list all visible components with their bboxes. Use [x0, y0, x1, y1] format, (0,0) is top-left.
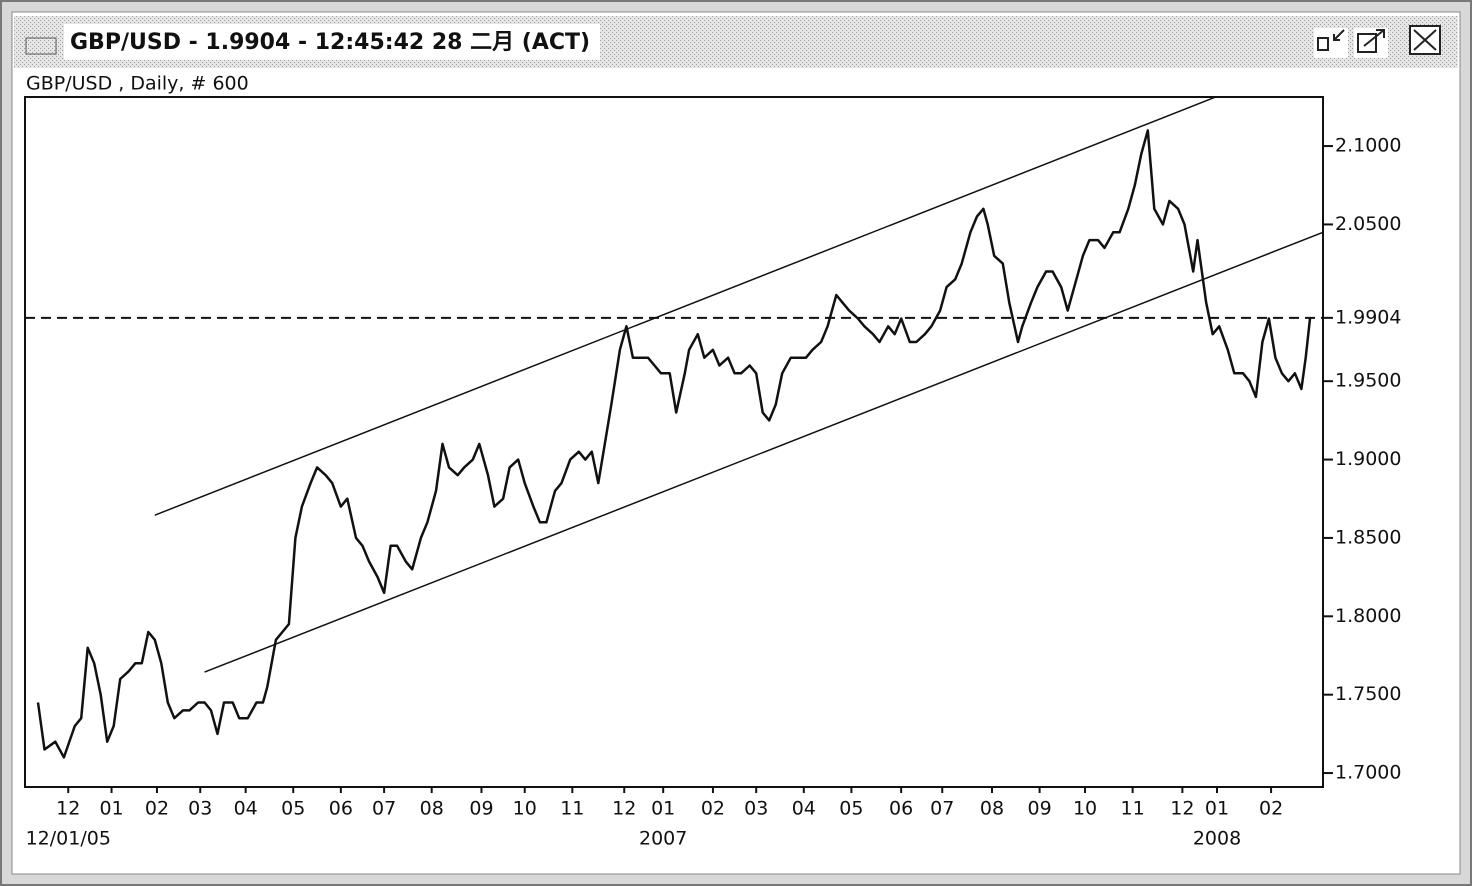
x-tick-label: 08 — [420, 798, 444, 820]
chart-subtitle: GBP/USD , Daily, # 600 — [26, 73, 249, 95]
x-tick-label: 12 — [56, 798, 80, 820]
y-tick-label: 1.9904 — [1335, 306, 1401, 328]
close-button[interactable] — [1409, 25, 1441, 55]
x-tick-label: 06 — [329, 798, 353, 820]
x-tick-label: 12 — [612, 798, 636, 820]
x-tick-label: 06 — [889, 798, 913, 820]
x-tick-label: 04 — [792, 798, 816, 820]
trend-line — [204, 231, 1323, 673]
x-tick-label: 02 — [701, 798, 725, 820]
x-tick-label: 03 — [744, 798, 768, 820]
x-tick-label: 10 — [513, 798, 537, 820]
x-tick-label: 10 — [1073, 798, 1097, 820]
x-tick-label: 04 — [234, 798, 258, 820]
title-bg — [64, 24, 600, 60]
y-tick-label: 1.8500 — [1335, 526, 1401, 548]
x-tick-label: 08 — [980, 798, 1004, 820]
x-tick-label: 07 — [372, 798, 396, 820]
trend-line — [154, 97, 1216, 516]
x-tick-label: 09 — [469, 798, 493, 820]
x-tick-label: 11 — [1121, 798, 1145, 820]
x-tick-label: 03 — [188, 798, 212, 820]
x-major-label: 12/01/05 — [26, 828, 111, 850]
window-icon — [25, 37, 57, 55]
minimize-button[interactable] — [1314, 28, 1348, 58]
x-major-label: 2007 — [639, 828, 687, 850]
x-tick-label: 07 — [930, 798, 954, 820]
maximize-button[interactable] — [1354, 28, 1388, 58]
x-tick-label: 01 — [651, 798, 675, 820]
y-tick-label: 2.1000 — [1335, 135, 1401, 157]
x-tick-label: 12 — [1170, 798, 1194, 820]
x-tick-label: 05 — [839, 798, 863, 820]
x-tick-label: 11 — [560, 798, 584, 820]
window-title: GBP/USD - 1.9904 - 12:45:42 28 二月 (ACT) — [70, 30, 590, 55]
plot-area — [24, 96, 1324, 788]
x-major-label: 2008 — [1193, 828, 1241, 850]
y-tick-label: 1.7000 — [1335, 762, 1401, 784]
y-tick-label: 2.0500 — [1335, 213, 1401, 235]
x-tick-label: 02 — [1259, 798, 1283, 820]
price-line-series — [36, 129, 1312, 759]
y-tick-label: 1.7500 — [1335, 683, 1401, 705]
y-tick-label: 1.9000 — [1335, 448, 1401, 470]
x-tick-label: 09 — [1028, 798, 1052, 820]
x-tick-label: 01 — [99, 798, 123, 820]
y-tick-label: 1.9500 — [1335, 370, 1401, 392]
x-tick-label: 05 — [281, 798, 305, 820]
x-tick-label: 02 — [145, 798, 169, 820]
y-tick-label: 1.8000 — [1335, 605, 1401, 627]
x-tick-label: 01 — [1205, 798, 1229, 820]
